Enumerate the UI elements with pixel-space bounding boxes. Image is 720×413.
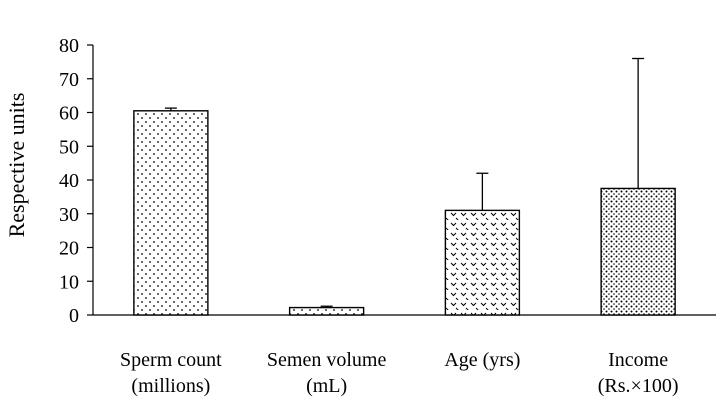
bars (133, 110, 676, 316)
bar (600, 187, 676, 316)
bar (288, 306, 365, 316)
x-category-label: Semen volume (267, 349, 387, 371)
category-labels: Sperm count (millions) Semen volume (mL) Age… (120, 349, 678, 397)
bar (133, 110, 209, 316)
x-category-label: (mL) (306, 375, 347, 397)
x-category-label: Income (608, 349, 668, 371)
y-tick-label: 70 (59, 69, 79, 91)
x-category-label: (Rs.×100) (598, 375, 679, 397)
x-category-label: (millions) (131, 375, 210, 397)
x-category-label: Age (yrs) (444, 349, 520, 371)
y-tick-label: 40 (59, 170, 79, 192)
axes: 0 10 20 30 40 50 60 70 80 (59, 35, 716, 327)
y-axis-title: Respective units (4, 93, 29, 238)
y-tick-label: 30 (59, 204, 79, 226)
bar (444, 209, 521, 316)
error-bars (164, 57, 645, 308)
y-tick-label: 60 (59, 103, 79, 125)
y-tick-label: 0 (69, 305, 79, 327)
y-tick-label: 10 (59, 271, 79, 293)
y-tick-label: 50 (59, 136, 79, 158)
y-tick-label: 20 (59, 238, 79, 260)
y-tick-label: 80 (59, 35, 79, 57)
x-category-label: Sperm count (120, 349, 222, 371)
